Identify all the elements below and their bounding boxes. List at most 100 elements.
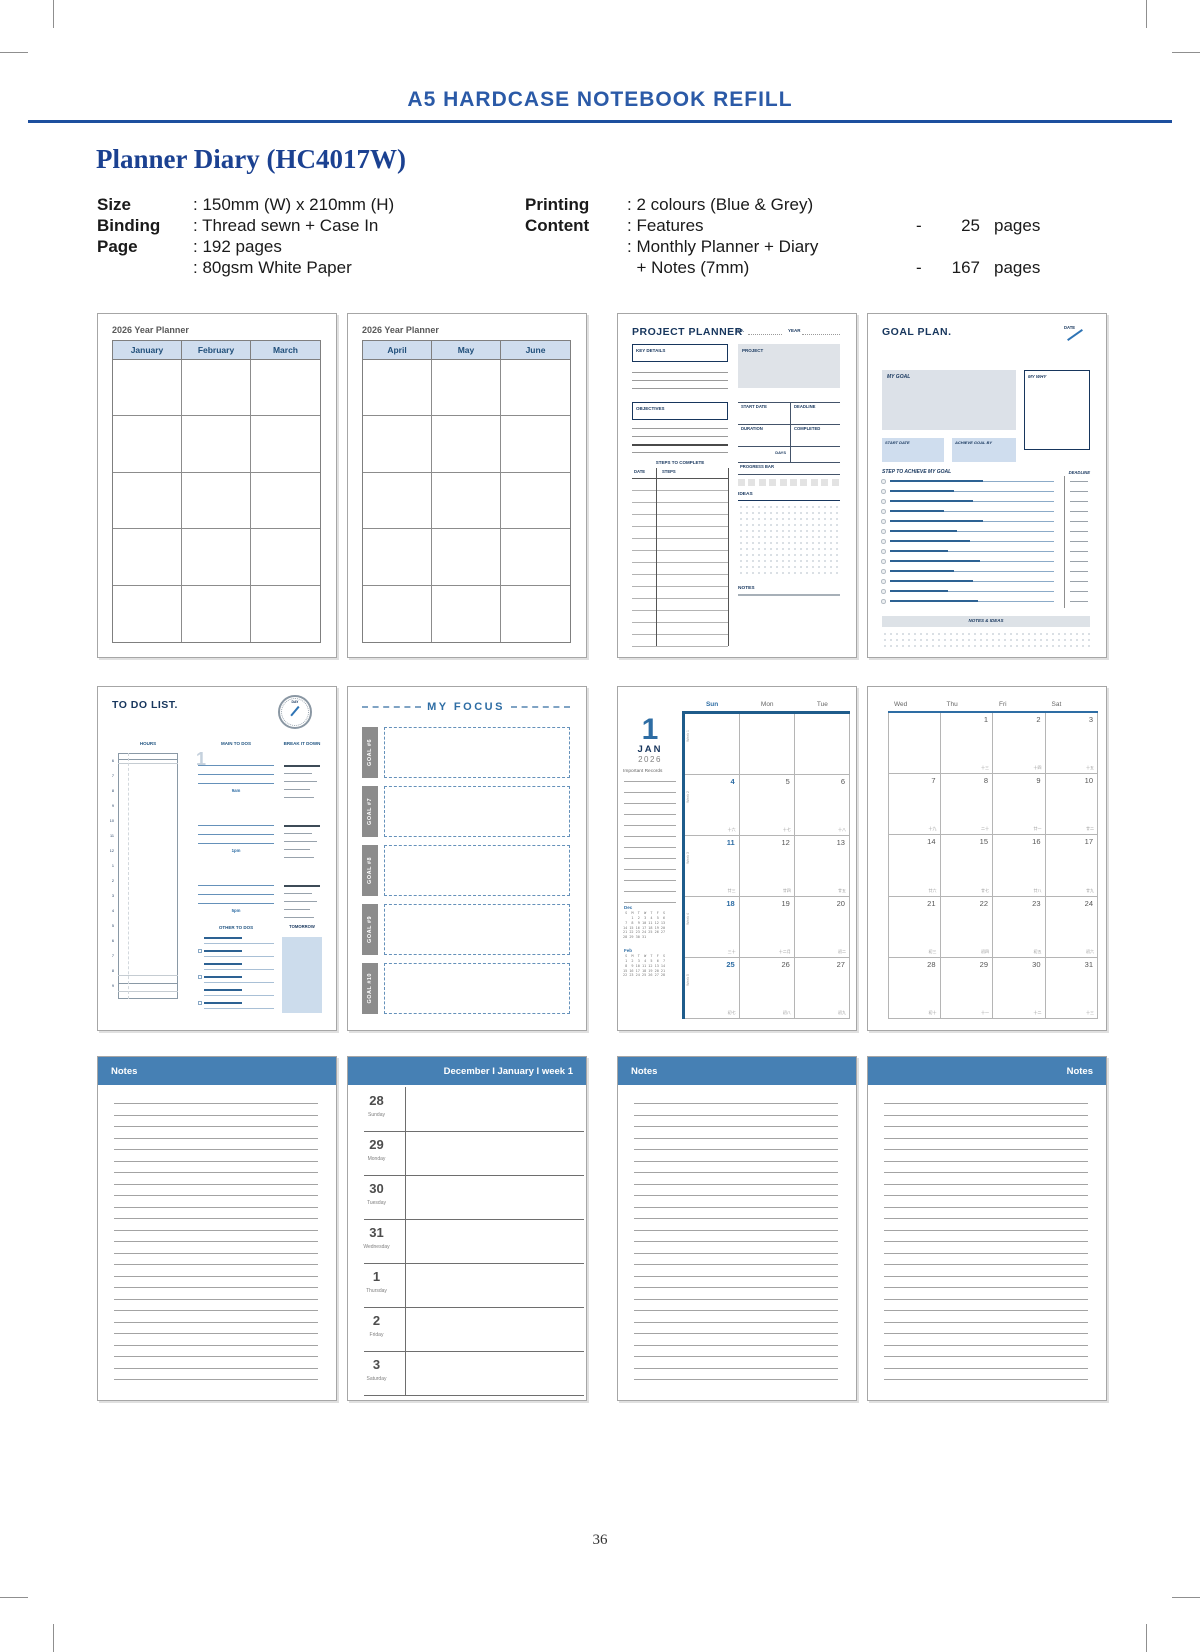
line xyxy=(204,976,242,978)
mini-month-name: Feb xyxy=(624,948,633,953)
month-header: March xyxy=(251,341,320,360)
mini-month-row: 1 2 3 4 5 6 xyxy=(623,916,666,920)
line xyxy=(890,570,954,573)
calendar-cell: 19 十二月 xyxy=(739,896,795,958)
line xyxy=(634,1344,838,1346)
weekday-number: 29 xyxy=(369,1137,384,1152)
year-cell xyxy=(113,416,182,473)
calendar-cell: 18 三十 Week 4 xyxy=(684,896,740,958)
line xyxy=(884,1356,1088,1357)
year-cell xyxy=(113,472,182,530)
crop-mark xyxy=(53,0,54,28)
line xyxy=(284,833,312,834)
lunar-label: 十二 xyxy=(1033,1009,1042,1015)
line xyxy=(1070,540,1088,542)
line xyxy=(284,841,317,842)
goal-tab: GOAL #8 xyxy=(362,845,378,896)
line xyxy=(624,825,676,826)
year-cell xyxy=(501,586,570,642)
lunar-label: 廿四 xyxy=(782,887,791,893)
my-focus-header: MY FOCUS xyxy=(362,701,571,713)
date-number: 6 xyxy=(840,776,845,786)
weekday-name: Sunday xyxy=(368,1112,385,1118)
lunar-label: 十九 xyxy=(928,826,937,832)
page-weekly-diary: December I January I week 1 28 Sunday 29 Mo… xyxy=(347,1056,587,1401)
line xyxy=(1070,590,1088,592)
line xyxy=(884,1344,1088,1346)
line xyxy=(884,1114,1088,1116)
spec-dash: - xyxy=(916,258,922,277)
line xyxy=(632,634,728,635)
line xyxy=(364,1307,584,1308)
calendar-cell: 8 二十 xyxy=(940,774,993,836)
line xyxy=(634,1252,838,1254)
line xyxy=(973,500,1054,502)
date-number: 18 xyxy=(726,898,735,908)
year-cell xyxy=(182,472,251,530)
spec-unit: pages xyxy=(994,258,1041,277)
line xyxy=(682,711,685,1019)
lunar-label: 廿二 xyxy=(1086,826,1094,832)
date-number: 12 xyxy=(781,837,790,847)
line xyxy=(114,1310,318,1311)
lunar-label: 初六 xyxy=(1086,948,1094,954)
label: YEAR xyxy=(788,328,801,333)
line xyxy=(948,590,1054,592)
line xyxy=(114,1103,318,1104)
year-cell xyxy=(113,585,182,642)
goal-box xyxy=(384,904,570,955)
year-cell xyxy=(182,416,251,473)
date-number: 11 xyxy=(726,837,735,847)
spec-value: : Features xyxy=(627,216,704,235)
line xyxy=(204,1008,274,1009)
spec-count: 25 xyxy=(961,216,980,235)
todo-checkbox xyxy=(198,949,202,953)
lunar-label: 十三 xyxy=(981,765,989,771)
step-dot xyxy=(881,529,886,534)
step-dot xyxy=(881,539,886,544)
line xyxy=(204,982,274,983)
line xyxy=(624,869,676,870)
weekday-number: 30 xyxy=(369,1181,384,1196)
year-cell xyxy=(251,360,320,417)
year-cell xyxy=(363,360,432,417)
month-year: 2026 xyxy=(638,755,662,764)
year-cell xyxy=(501,360,570,417)
month-header: January xyxy=(113,341,182,360)
line xyxy=(738,500,840,501)
step-dot xyxy=(881,519,886,524)
goal-tab: GOAL #7 xyxy=(362,786,378,837)
date-number: 26 xyxy=(781,959,790,969)
line xyxy=(405,1087,406,1395)
week-label: Week 1 xyxy=(685,729,690,742)
line xyxy=(284,797,314,798)
step-dot xyxy=(881,589,886,594)
calendar-cell: 9 廿一 xyxy=(993,774,1046,836)
step-dot xyxy=(881,579,886,584)
line xyxy=(624,847,676,848)
tomorrow-label: TOMORROW xyxy=(289,924,315,929)
objectives-label: OBJECTIVES xyxy=(636,406,665,411)
date-number: 9 xyxy=(1036,776,1041,786)
line xyxy=(364,1395,584,1396)
year-cell xyxy=(501,473,570,530)
year-cell xyxy=(251,473,320,530)
line xyxy=(118,975,178,976)
line xyxy=(632,388,728,389)
line xyxy=(634,1218,838,1219)
lunar-label: 初十 xyxy=(928,1009,937,1015)
line xyxy=(1070,580,1088,582)
label: DEADLINE xyxy=(794,404,816,409)
lunar-label: 廿一 xyxy=(1033,826,1042,832)
calendar-cell: 6 十八 xyxy=(794,774,850,836)
calendar-cell: 30 十二 xyxy=(993,957,1046,1019)
line xyxy=(114,1149,318,1150)
goal-plan-title: GOAL PLAN. xyxy=(882,326,952,338)
line xyxy=(634,1264,838,1265)
my-goal-box xyxy=(882,370,1016,430)
date-label: DATE xyxy=(1064,325,1076,330)
page-goal-plan: GOAL PLAN. DATE MY GOAL MY WHY START DATE AC… xyxy=(867,313,1107,658)
crop-mark xyxy=(0,1597,28,1598)
line xyxy=(632,428,728,429)
weekday-number: 28 xyxy=(369,1093,384,1108)
